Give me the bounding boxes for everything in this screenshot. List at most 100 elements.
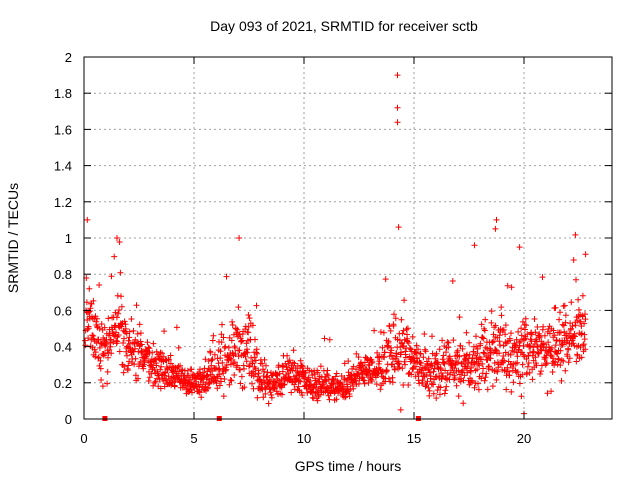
data-point: [159, 350, 165, 357]
data-point: [291, 360, 298, 367]
data-point: [482, 374, 489, 381]
data-point: [531, 316, 538, 322]
data-point: [491, 360, 498, 366]
data-point: [231, 359, 238, 366]
data-point: [185, 372, 192, 379]
notable-point: [493, 216, 500, 223]
data-point: [225, 344, 232, 351]
data-point: [301, 375, 308, 382]
data-point: [151, 379, 158, 386]
data-point: [557, 309, 563, 316]
data-point: [430, 381, 437, 388]
data-point: [572, 322, 579, 329]
y-tick-label: 1.2: [54, 195, 72, 210]
data-point: [268, 394, 275, 401]
data-point: [229, 322, 236, 328]
data-point: [259, 360, 266, 367]
data-point: [286, 357, 293, 364]
data-point: [557, 362, 564, 369]
data-point: [546, 330, 553, 337]
data-point: [422, 348, 429, 355]
data-point: [205, 365, 212, 372]
data-point: [520, 343, 527, 349]
data-point: [551, 332, 558, 339]
data-point: [314, 369, 321, 376]
data-point: [113, 314, 120, 321]
data-point: [111, 253, 118, 260]
x-tick-label: 15: [407, 431, 421, 446]
data-point: [401, 297, 408, 304]
data-point: [254, 394, 261, 401]
data-point: [320, 381, 327, 388]
data-point: [455, 359, 462, 366]
data-point: [529, 376, 536, 383]
data-point: [518, 325, 525, 332]
data-point: [388, 347, 395, 354]
data-point: [541, 356, 548, 363]
data-point: [121, 318, 128, 325]
data-point: [140, 365, 147, 372]
data-point: [296, 377, 303, 384]
data-point: [232, 351, 239, 358]
data-point: [161, 383, 168, 390]
data-point: [317, 363, 324, 370]
data-point: [501, 357, 508, 364]
data-point: [95, 336, 102, 343]
data-point: [321, 335, 328, 342]
data-point: [279, 391, 285, 398]
data-point: [116, 307, 122, 313]
data-point: [538, 362, 545, 369]
data-point: [279, 368, 286, 375]
data-point: [430, 368, 437, 375]
data-point: [377, 386, 384, 393]
data-point: [572, 231, 579, 238]
data-point: [515, 328, 522, 335]
data-point: [566, 355, 573, 362]
data-point: [569, 323, 576, 329]
data-point: [132, 336, 139, 343]
data-point: [236, 347, 243, 354]
data-point: [171, 383, 178, 390]
data-point: [209, 356, 216, 363]
data-point: [530, 348, 537, 355]
data-point: [549, 355, 556, 362]
data-point: [235, 353, 242, 360]
data-point: [404, 325, 411, 332]
data-point: [98, 321, 105, 327]
data-point: [312, 377, 319, 384]
data-point: [245, 329, 252, 336]
data-point: [551, 362, 558, 369]
data-point: [552, 342, 559, 349]
data-point: [188, 366, 195, 373]
data-point: [88, 336, 95, 343]
data-point: [152, 378, 159, 385]
data-point: [302, 369, 309, 376]
data-point: [426, 366, 432, 373]
data-point: [253, 302, 260, 309]
data-point: [145, 378, 152, 384]
data-point: [454, 347, 461, 354]
data-point: [517, 338, 524, 345]
data-point: [365, 379, 372, 386]
data-point: [350, 385, 357, 392]
data-point: [540, 323, 547, 330]
data-point: [532, 329, 539, 336]
data-point: [478, 321, 485, 328]
data-point: [325, 372, 331, 379]
data-point: [276, 370, 283, 377]
data-point: [238, 338, 244, 345]
data-point: [425, 355, 432, 362]
data-point: [408, 371, 415, 378]
data-point: [398, 349, 405, 356]
data-point: [579, 292, 586, 299]
y-tick-label: 0.8: [54, 267, 72, 282]
data-point: [265, 400, 272, 407]
data-point: [527, 343, 534, 350]
data-point: [513, 336, 520, 343]
data-point: [413, 342, 420, 349]
data-point: [178, 366, 185, 373]
data-point: [83, 299, 90, 306]
data-point: [536, 333, 543, 340]
data-point: [209, 337, 216, 344]
data-point: [102, 350, 108, 357]
